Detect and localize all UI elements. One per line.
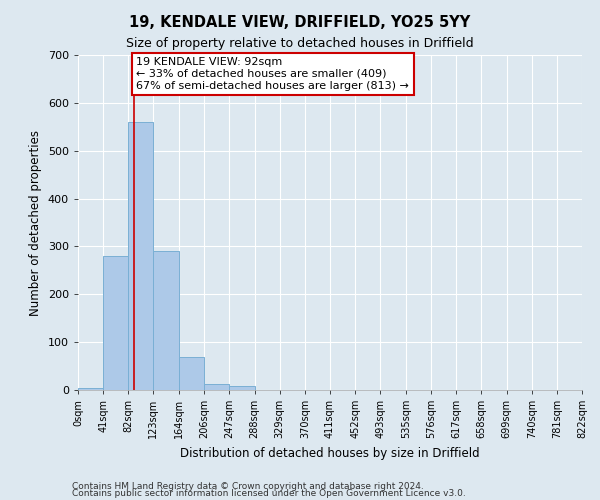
Bar — [229, 386, 254, 390]
Text: 19, KENDALE VIEW, DRIFFIELD, YO25 5YY: 19, KENDALE VIEW, DRIFFIELD, YO25 5YY — [130, 15, 470, 30]
Text: 19 KENDALE VIEW: 92sqm
← 33% of detached houses are smaller (409)
67% of semi-de: 19 KENDALE VIEW: 92sqm ← 33% of detached… — [136, 58, 409, 90]
Y-axis label: Number of detached properties: Number of detached properties — [29, 130, 42, 316]
Bar — [78, 388, 103, 390]
Bar — [103, 256, 128, 390]
X-axis label: Distribution of detached houses by size in Driffield: Distribution of detached houses by size … — [180, 446, 480, 460]
Bar — [154, 251, 179, 390]
Bar — [179, 358, 205, 390]
Bar — [128, 122, 154, 390]
Text: Size of property relative to detached houses in Driffield: Size of property relative to detached ho… — [126, 38, 474, 51]
Text: Contains HM Land Registry data © Crown copyright and database right 2024.: Contains HM Land Registry data © Crown c… — [72, 482, 424, 491]
Bar — [205, 384, 229, 390]
Text: Contains public sector information licensed under the Open Government Licence v3: Contains public sector information licen… — [72, 490, 466, 498]
